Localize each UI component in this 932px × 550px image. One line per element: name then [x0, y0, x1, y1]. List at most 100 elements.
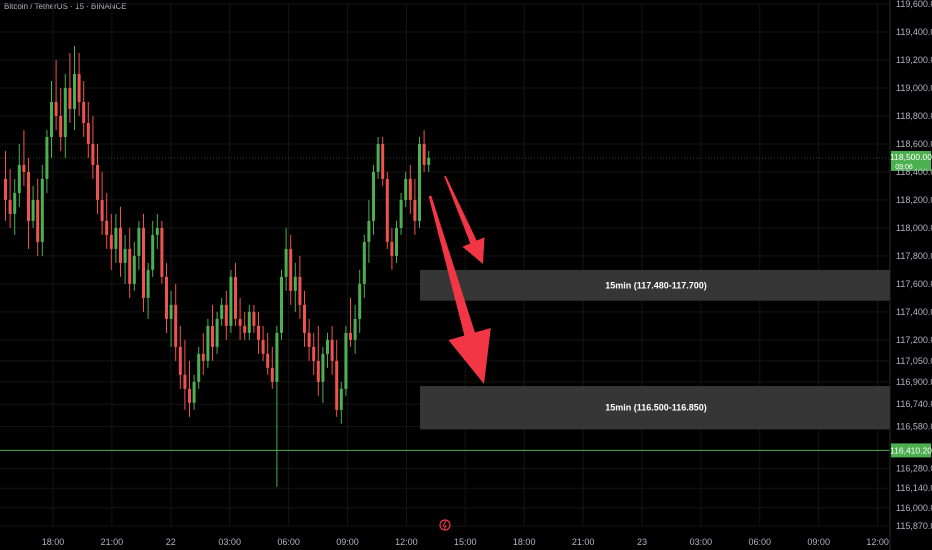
- last-price-badge: [891, 150, 931, 171]
- y-tick-label: 117,050.00: [896, 356, 932, 366]
- candle-body: [335, 360, 339, 410]
- candle: [280, 269, 283, 340]
- candle: [243, 311, 247, 340]
- candle: [422, 129, 426, 172]
- candle: [86, 101, 90, 158]
- y-tick-label: 118,200.00: [896, 195, 932, 205]
- candle: [40, 164, 44, 256]
- candle: [4, 150, 7, 221]
- candle-body: [146, 269, 150, 298]
- x-tick-label: 12:00: [866, 537, 889, 547]
- zone-label: 15min (116.500-116.850): [605, 403, 707, 413]
- candle-body: [31, 199, 35, 221]
- y-tick-label: 116,280.00: [896, 464, 932, 474]
- candle-body: [169, 304, 173, 319]
- candle-body: [183, 374, 187, 389]
- last-price-label: 118,500.00: [890, 152, 932, 162]
- candle: [13, 178, 17, 235]
- candle: [146, 262, 150, 319]
- candle: [321, 346, 325, 403]
- candle: [142, 213, 145, 312]
- candle: [50, 80, 53, 158]
- candle-body: [418, 143, 421, 221]
- candle: [266, 332, 270, 375]
- candle: [169, 290, 173, 347]
- candle-body: [266, 353, 270, 368]
- candle: [77, 52, 81, 116]
- candle: [31, 185, 35, 228]
- y-tick-label: 116,900.00: [896, 377, 932, 387]
- candle-body: [284, 248, 288, 277]
- candle-body: [404, 178, 408, 200]
- candle: [413, 178, 417, 235]
- candle-body: [4, 178, 7, 200]
- candle-body: [224, 304, 228, 326]
- candle-body: [13, 192, 17, 214]
- candle: [404, 171, 408, 207]
- down-arrow: [428, 195, 491, 384]
- candle: [100, 171, 104, 235]
- candle: [257, 311, 260, 354]
- time-axis[interactable]: 18:00 21:00 22 03:00 06:00 09:00 12:00 15:00 18:…: [42, 519, 889, 547]
- candle-body: [413, 199, 417, 221]
- x-tick-label: 18:00: [42, 537, 65, 547]
- x-tick-label: 03:00: [218, 537, 241, 547]
- candle-body: [303, 304, 306, 333]
- candle: [362, 234, 366, 298]
- y-tick-label: 118,000.00: [896, 223, 932, 233]
- candle: [339, 381, 343, 424]
- candle-body: [160, 227, 164, 277]
- price-lines: 118,500.00 09:06 116,410.20: [0, 150, 932, 458]
- y-tick-label: 115,870.00: [896, 521, 932, 531]
- candle: [234, 262, 237, 326]
- candle-body: [114, 227, 118, 249]
- candle: [114, 213, 118, 263]
- candle: [330, 325, 334, 375]
- candle-body: [408, 178, 412, 200]
- candle: [399, 192, 403, 235]
- candle: [252, 304, 256, 333]
- y-tick-label: 116,140.00: [896, 483, 932, 493]
- candle-body: [201, 353, 205, 361]
- candle: [82, 80, 86, 137]
- candle: [418, 136, 421, 228]
- candle-body: [390, 241, 394, 256]
- target-zone: [420, 269, 890, 301]
- candle: [293, 262, 297, 312]
- y-tick-label: 117,400.00: [896, 307, 932, 317]
- candle-body: [312, 346, 316, 361]
- candles: [4, 45, 431, 487]
- candle-body: [349, 332, 352, 340]
- candle-body: [344, 332, 348, 389]
- candle: [224, 290, 228, 340]
- candle: [96, 143, 99, 214]
- candle-body: [105, 220, 109, 235]
- candle-body: [321, 353, 325, 382]
- candle-body: [128, 248, 132, 284]
- candle: [427, 150, 431, 172]
- candle-body: [399, 199, 403, 228]
- candle-body: [427, 157, 431, 165]
- candle: [27, 157, 30, 249]
- candle-body: [280, 276, 283, 333]
- candle-body: [367, 220, 371, 242]
- candle: [229, 269, 233, 333]
- x-tick-label: 12:00: [395, 537, 418, 547]
- candle: [123, 234, 127, 284]
- candle: [8, 169, 12, 228]
- zone-label: 15min (117.480-117.700): [605, 280, 707, 290]
- candle-body: [192, 381, 196, 403]
- down-arrow: [444, 175, 485, 264]
- candle-body: [100, 199, 104, 221]
- candle-body: [275, 332, 279, 382]
- candle-body: [174, 304, 178, 347]
- candle-body: [82, 101, 86, 123]
- candle-body: [96, 164, 99, 200]
- candle-body: [326, 339, 329, 354]
- x-tick-label: 21:00: [572, 537, 595, 547]
- price-axis[interactable]: 119,600.00 119,400.00 119,200.00 119,000.00…: [889, 0, 932, 550]
- candle: [284, 227, 288, 291]
- candle: [45, 129, 49, 193]
